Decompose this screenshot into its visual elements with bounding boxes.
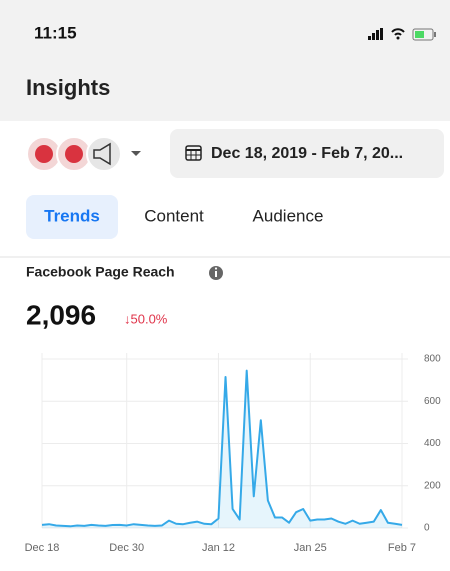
info-icon[interactable] (209, 266, 223, 280)
app: 11:15 Insights Dec 18, 2019 - Feb 7, 20.… (0, 0, 450, 571)
y-tick-label: 800 (424, 354, 441, 365)
tab[interactable]: Audience (253, 206, 324, 225)
x-tick-label: Feb 7 (388, 542, 416, 554)
x-tick-label: Jan 12 (202, 542, 235, 554)
x-tick-label: Jan 25 (294, 542, 327, 554)
date-range[interactable]: Dec 18, 2019 - Feb 7, 20... (211, 145, 403, 162)
top-bar (0, 0, 450, 121)
y-tick-label: 0 (424, 523, 430, 534)
total-value: 2,096 (26, 299, 96, 330)
change-value: ↓50.0% (124, 311, 168, 326)
y-tick-label: 400 (424, 438, 441, 449)
x-tick-label: Dec 18 (25, 542, 60, 554)
x-tick-label: Dec 30 (109, 542, 144, 554)
tab[interactable]: Trends (44, 206, 100, 225)
tab[interactable]: Content (144, 206, 204, 225)
card-title: Facebook Page Reach (26, 264, 175, 280)
y-tick-label: 600 (424, 396, 441, 407)
status-time: 11:15 (34, 23, 77, 42)
screen: 11:15 Insights Dec 18, 2019 - Feb 7, 20.… (0, 0, 450, 571)
page-title: Insights (26, 75, 110, 100)
y-tick-label: 200 (424, 480, 441, 491)
